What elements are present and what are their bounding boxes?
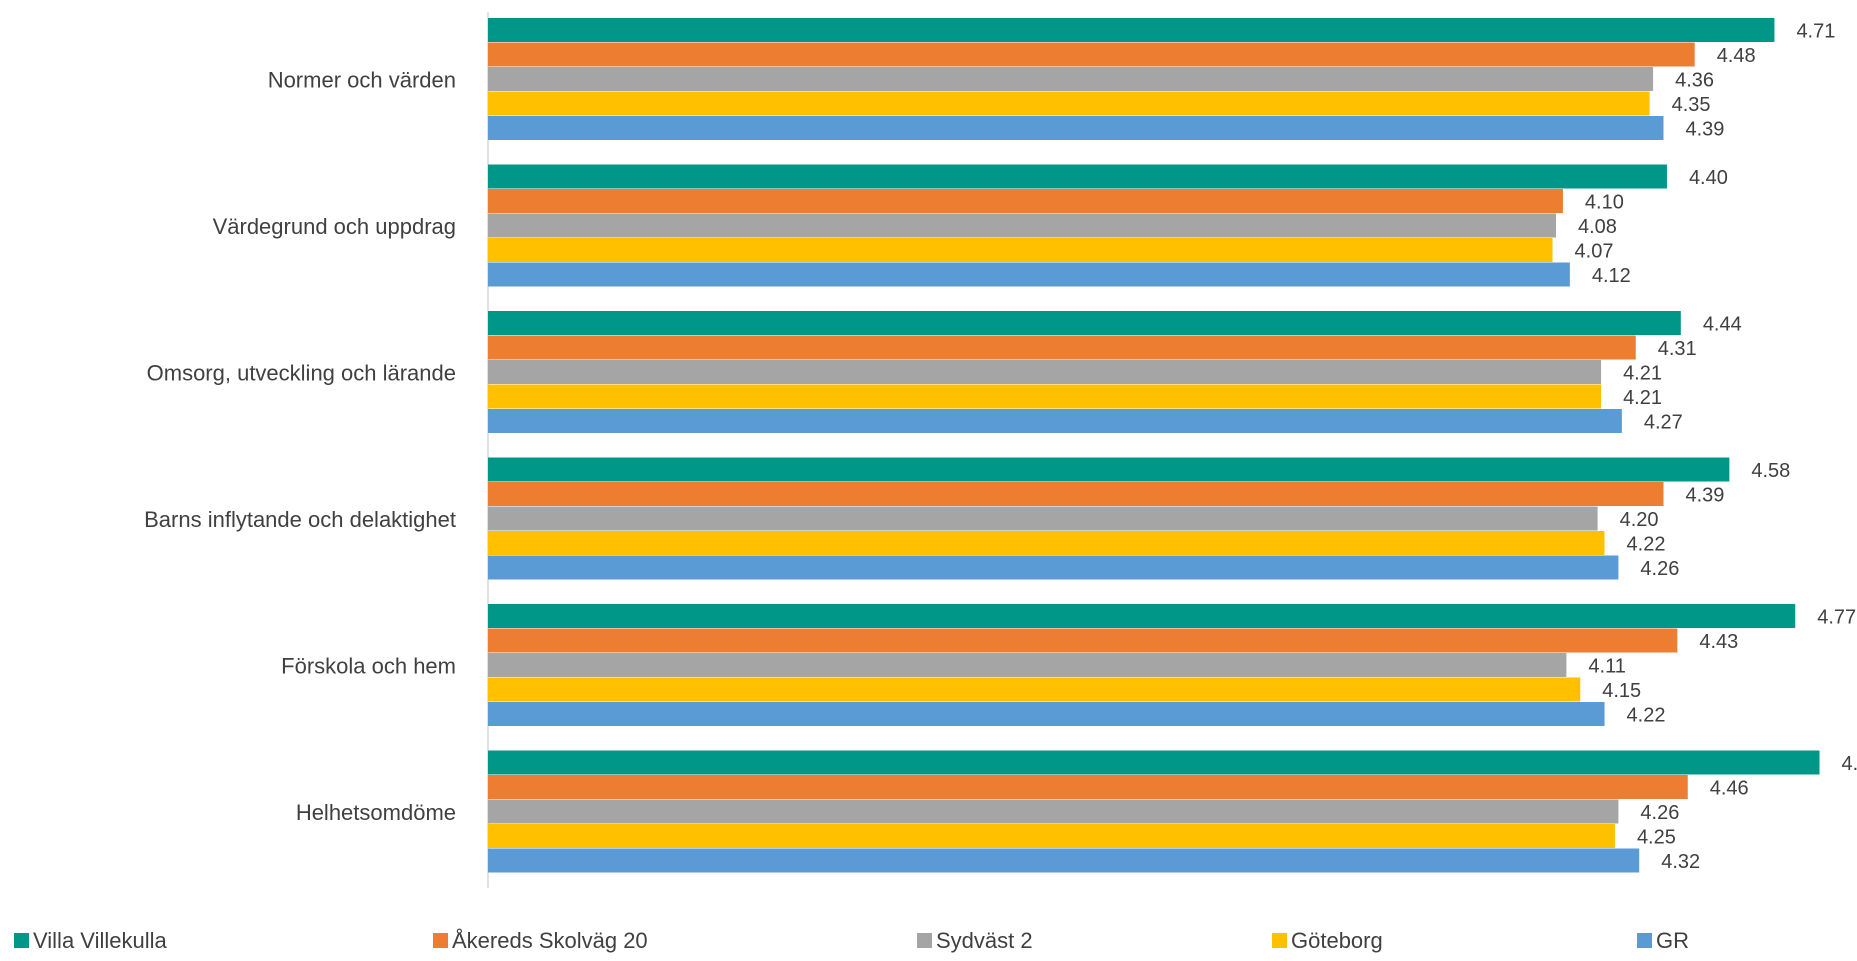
data-label: 4.21 — [1623, 362, 1662, 384]
legend-label: GR — [1656, 928, 1689, 953]
category-label: Normer och värden — [268, 67, 456, 92]
bar — [488, 67, 1654, 91]
data-label: 4.08 — [1578, 216, 1617, 238]
legend-label: Åkereds Skolväg 20 — [452, 928, 648, 953]
legend-item: Sydväst 2 — [917, 928, 1033, 953]
bar — [488, 531, 1605, 555]
data-label: 4.48 — [1717, 45, 1756, 67]
bar — [488, 702, 1605, 726]
data-label: 4.58 — [1751, 460, 1790, 482]
legend: Villa Villekulla Åkereds Skolväg 20 Sydväs… — [14, 928, 1689, 953]
bar — [488, 506, 1598, 531]
value-labels-group: 4.714.484.364.354.394.404.104.084.074.12… — [1575, 20, 1857, 873]
data-label: 4.10 — [1585, 191, 1624, 213]
data-label: 4.07 — [1575, 240, 1614, 262]
data-label: 4.12 — [1592, 265, 1631, 287]
category-label: Förskola och hem — [281, 653, 456, 678]
bar — [488, 653, 1567, 677]
data-label: 4.26 — [1640, 802, 1679, 824]
data-label: 4.36 — [1675, 69, 1714, 91]
bar — [488, 799, 1619, 824]
data-label: 4.40 — [1689, 167, 1728, 189]
legend-item: Göteborg — [1272, 928, 1383, 953]
data-label: 4.31 — [1658, 338, 1697, 360]
legend-swatch — [1637, 933, 1652, 948]
category-label: Värdegrund och uppdrag — [213, 214, 456, 239]
data-label: 4.44 — [1703, 313, 1742, 335]
data-label: 4.71 — [1796, 20, 1835, 42]
category-label: Omsorg, utveckling och lärande — [147, 360, 456, 385]
bar — [488, 824, 1615, 848]
bar — [488, 42, 1695, 67]
data-label: 4.77 — [1817, 606, 1856, 628]
bar — [488, 628, 1678, 653]
bar — [488, 750, 1820, 775]
data-label: 4.22 — [1627, 533, 1666, 555]
bar — [488, 555, 1619, 580]
bar — [488, 18, 1775, 42]
bar — [488, 409, 1622, 433]
data-label: 4.20 — [1620, 509, 1659, 531]
legend-swatch — [14, 933, 29, 948]
bar — [488, 116, 1664, 140]
data-label: 4.27 — [1644, 411, 1683, 433]
data-label: 4.32 — [1661, 851, 1700, 873]
data-label: 4.39 — [1685, 118, 1724, 140]
bar — [488, 604, 1796, 628]
data-label: 4.84 — [1842, 753, 1857, 775]
bar — [488, 91, 1650, 116]
data-label: 4.46 — [1710, 777, 1749, 799]
legend-item: GR — [1637, 928, 1689, 953]
legend-swatch — [433, 933, 448, 948]
bar — [488, 482, 1664, 506]
data-label: 4.39 — [1685, 484, 1724, 506]
bar — [488, 213, 1556, 238]
data-label: 4.22 — [1627, 704, 1666, 726]
category-label: Helhetsomdöme — [296, 800, 456, 825]
data-label: 4.21 — [1623, 387, 1662, 409]
data-label: 4.26 — [1640, 558, 1679, 580]
legend-label: Göteborg — [1291, 928, 1383, 953]
data-label: 4.25 — [1637, 826, 1676, 848]
data-label: 4.11 — [1588, 655, 1625, 677]
legend-label: Sydväst 2 — [936, 928, 1033, 953]
legend-swatch — [1272, 933, 1287, 948]
bar — [488, 262, 1570, 287]
bar — [488, 335, 1636, 360]
data-label: 4.15 — [1602, 680, 1641, 702]
data-label: 4.35 — [1672, 94, 1711, 116]
legend-swatch — [917, 933, 932, 948]
category-labels-group: Normer och värden Värdegrund och uppdrag O… — [144, 67, 456, 825]
bar — [488, 457, 1730, 482]
bar — [488, 848, 1640, 873]
bar — [488, 384, 1602, 409]
bar — [488, 238, 1553, 262]
bar — [488, 164, 1667, 189]
bar — [488, 311, 1681, 335]
legend-item: Villa Villekulla — [14, 928, 167, 953]
bar — [488, 775, 1688, 799]
data-label: 4.43 — [1699, 631, 1738, 653]
bar — [488, 677, 1581, 702]
bars-group — [488, 18, 1820, 873]
legend-item: Åkereds Skolväg 20 — [433, 928, 648, 953]
bar — [488, 189, 1563, 213]
category-label: Barns inflytande och delaktighet — [144, 507, 456, 532]
legend-label: Villa Villekulla — [33, 928, 167, 953]
bar — [488, 360, 1602, 384]
